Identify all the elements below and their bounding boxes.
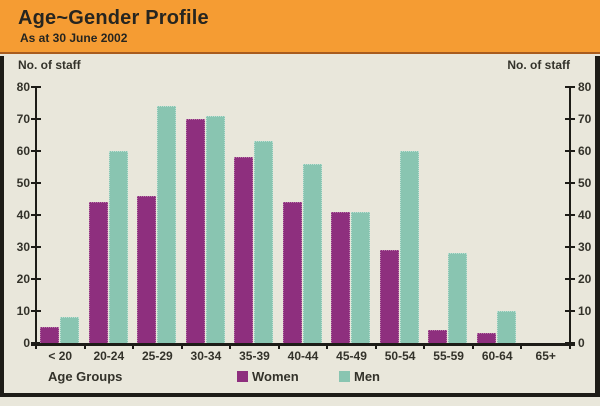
bar-men-<20 <box>60 317 79 343</box>
x-tick-label: 50-54 <box>384 349 416 363</box>
x-tick-label: 55-59 <box>433 349 464 363</box>
x-tick <box>83 343 86 349</box>
x-tick-label: 20-24 <box>93 349 125 363</box>
y-tick-left <box>31 278 41 280</box>
y-tick-left <box>31 214 41 216</box>
y-tick-label-right: 50 <box>578 176 592 190</box>
y-tick-left <box>31 310 41 312</box>
legend-swatch-men <box>339 371 350 382</box>
y-tick-left <box>31 182 41 184</box>
x-tick-label: 25-29 <box>142 349 173 363</box>
bar-women-45-49 <box>331 211 351 343</box>
y-tick-label-left: 80 <box>16 80 30 94</box>
y-tick-label-left: 60 <box>16 144 30 158</box>
x-tick-label: 35-39 <box>239 349 270 363</box>
x-tick <box>471 343 474 349</box>
bar-women-25-29 <box>137 195 157 343</box>
bar-men-40-44 <box>302 163 322 343</box>
y-tick-right <box>565 246 575 248</box>
y-tick-right <box>565 182 575 184</box>
bar-women-<20 <box>40 327 59 343</box>
y-tick-left <box>31 150 41 152</box>
x-tick <box>569 343 571 349</box>
legend-item-men: Men <box>339 369 380 384</box>
bar-men-35-39 <box>254 141 274 343</box>
chart-title: Age~Gender Profile <box>18 7 209 29</box>
x-tick <box>180 343 183 349</box>
y-tick-label-right: 60 <box>578 144 592 158</box>
x-tick <box>132 343 135 349</box>
x-tick <box>374 343 377 349</box>
x-tick <box>229 343 232 349</box>
x-tick-label: < 20 <box>48 349 73 363</box>
x-tick-label: 65+ <box>535 349 556 363</box>
x-axis-line <box>31 343 575 346</box>
x-tick <box>277 343 280 349</box>
bar-women-20-24 <box>88 202 108 343</box>
bar-women-60-64 <box>476 333 496 343</box>
chart-subtitle: As at 30 June 2002 <box>20 31 128 45</box>
y-tick-label-left: 40 <box>16 208 30 222</box>
y-tick-left <box>31 246 41 248</box>
bar-men-20-24 <box>108 151 128 343</box>
x-tick <box>520 343 523 349</box>
y-tick-label-right: 20 <box>578 272 592 286</box>
y-tick-label-left: 30 <box>16 240 30 254</box>
y-tick-right <box>565 310 575 312</box>
bar-men-45-49 <box>351 211 371 343</box>
legend-label-men: Men <box>354 369 380 384</box>
y-tick-label-right: 0 <box>578 336 585 350</box>
y-tick-left <box>31 118 41 120</box>
x-tick-label: 40-44 <box>287 349 319 363</box>
bar-men-50-54 <box>399 151 419 343</box>
x-axis-title: Age Groups <box>48 369 123 384</box>
y-tick-right <box>565 278 575 280</box>
chart-header: Age~Gender Profile As at 30 June 2002 <box>0 0 600 54</box>
bar-men-25-29 <box>157 106 177 343</box>
y-tick-left <box>31 86 41 88</box>
y-tick-label-left: 70 <box>16 112 30 126</box>
y-tick-right <box>565 150 575 152</box>
y-tick-label-left: 10 <box>16 304 30 318</box>
right-axis-title: No. of staff <box>507 58 570 72</box>
bar-women-30-34 <box>185 119 205 343</box>
y-tick-right <box>565 214 575 216</box>
x-tick <box>423 343 426 349</box>
y-tick-right <box>565 86 575 88</box>
y-tick-label-left: 50 <box>16 176 30 190</box>
x-tick <box>326 343 329 349</box>
x-tick-label: 60-64 <box>481 349 513 363</box>
y-tick-label-right: 70 <box>578 112 592 126</box>
x-tick-label: 30-34 <box>190 349 222 363</box>
bar-men-60-64 <box>496 311 516 343</box>
bar-women-50-54 <box>379 250 399 343</box>
y-tick-right <box>565 118 575 120</box>
bar-women-35-39 <box>234 157 254 343</box>
legend-item-women: Women <box>237 369 299 384</box>
y-tick-label-left: 0 <box>23 336 30 350</box>
legend-swatch-women <box>237 371 248 382</box>
x-tick <box>35 343 37 349</box>
legend-label-women: Women <box>252 369 299 384</box>
y-tick-label-right: 40 <box>578 208 592 222</box>
y-tick-label-left: 20 <box>16 272 30 286</box>
bar-men-30-34 <box>205 115 225 343</box>
y-tick-label-right: 30 <box>578 240 592 254</box>
y-tick-label-right: 80 <box>578 80 592 94</box>
left-axis-title: No. of staff <box>18 58 81 72</box>
x-tick-label: 45-49 <box>336 349 367 363</box>
bar-men-55-59 <box>448 253 468 343</box>
bar-women-55-59 <box>428 330 448 343</box>
bar-women-40-44 <box>282 202 302 343</box>
y-tick-label-right: 10 <box>578 304 592 318</box>
plot-area: 0 0 10 10 20 20 30 30 40 40 50 50 60 60 70 70 80 80 < 20 20… <box>17 81 592 363</box>
